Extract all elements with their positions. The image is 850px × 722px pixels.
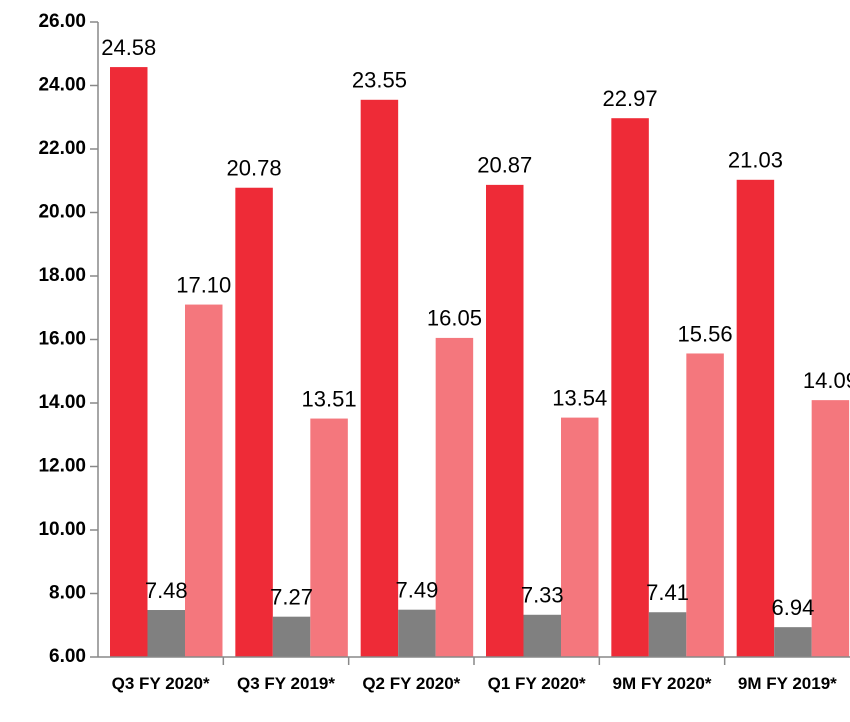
x-tick-label: 9M FY 2019* [737,674,837,693]
bar [147,610,185,657]
value-label: 20.78 [227,156,282,181]
value-label: 7.41 [646,580,689,605]
value-label: 13.54 [552,385,607,410]
x-tick-label: Q3 FY 2020* [111,674,210,693]
value-label: 23.55 [352,68,407,93]
y-tick-label: 6.00 [49,646,86,667]
bar [435,337,474,657]
x-tick-label: Q2 FY 2020* [362,674,461,693]
bar [811,400,850,657]
bar [523,614,561,657]
y-tick-label: 24.00 [38,75,86,96]
y-tick-label: 20.00 [38,202,86,223]
y-tick-label: 26.00 [38,11,86,32]
bar [235,187,273,658]
bar [185,304,223,657]
y-tick-label: 16.00 [38,329,86,350]
value-label: 7.33 [521,583,564,608]
value-label: 14.09 [803,368,850,393]
bar [686,353,724,657]
bar [110,67,148,657]
bar [648,612,687,657]
value-label: 20.87 [477,153,532,178]
bar [398,609,436,657]
y-tick-label: 18.00 [38,265,86,286]
x-tick-label: Q3 FY 2019* [237,674,335,693]
bar [486,184,524,657]
bar [774,627,812,657]
value-label: 7.48 [145,578,188,603]
y-tick-label: 14.00 [38,392,86,413]
value-label: 6.94 [772,595,815,620]
value-label: 21.03 [728,148,783,173]
value-label: 7.27 [270,584,313,609]
value-label: 16.05 [427,306,482,331]
y-tick-label: 22.00 [38,138,86,159]
bar [310,418,348,657]
value-label: 15.56 [678,321,733,346]
y-tick-label: 12.00 [38,456,86,477]
bar [561,417,599,657]
bar [272,616,311,657]
y-tick-label: 10.00 [38,519,86,540]
y-tick-label: 8.00 [49,583,86,604]
value-label: 7.49 [396,578,439,603]
x-tick-label: 9M FY 2020* [612,674,712,693]
bar [736,179,775,658]
value-label: 22.97 [603,86,658,111]
x-tick-label: Q1 FY 2020* [487,674,586,693]
value-label: 17.10 [176,272,231,297]
value-label: 13.51 [302,386,357,411]
bar [611,118,649,657]
bar [360,99,399,658]
value-label: 24.58 [101,35,156,60]
